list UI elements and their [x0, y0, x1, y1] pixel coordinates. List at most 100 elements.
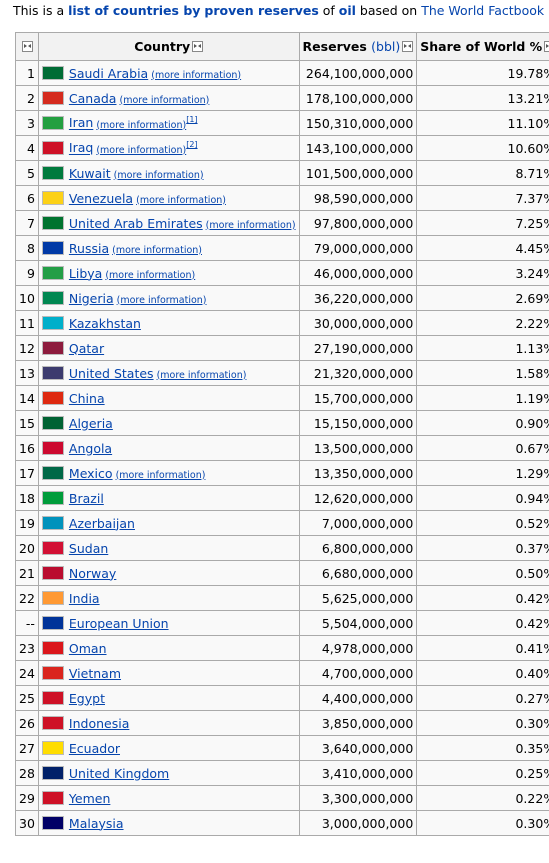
more-information-link[interactable]: (more information): [136, 194, 226, 206]
flag-icon-ir[interactable]: [41, 115, 64, 130]
share-header[interactable]: Share of World %: [416, 32, 549, 61]
more-information-link[interactable]: (more information): [151, 69, 242, 81]
country-link[interactable]: Azerbaijan: [68, 515, 135, 531]
more-information-link[interactable]: (more information): [205, 219, 296, 231]
flag-icon-gb[interactable]: [41, 765, 64, 780]
rank-header[interactable]: [15, 32, 39, 61]
country-link[interactable]: India: [68, 590, 100, 606]
country-link[interactable]: United Kingdom: [68, 765, 170, 781]
flag-icon-ao[interactable]: [41, 440, 64, 455]
world-factbook-link[interactable]: The World Factbook: [421, 3, 545, 18]
sort-icon[interactable]: [544, 41, 549, 52]
sort-icon[interactable]: [192, 41, 204, 52]
country-link[interactable]: Saudi Arabia: [68, 65, 149, 81]
country-link[interactable]: Mexico: [68, 465, 113, 481]
country-header-label: Country: [134, 39, 191, 54]
footnote-link[interactable]: [2]: [186, 140, 198, 150]
country-link[interactable]: Canada: [68, 90, 117, 106]
flag-icon-ec[interactable]: [41, 740, 64, 755]
list-link[interactable]: list of countries by: [68, 3, 201, 18]
table-row: 6 Venezuela (more information) 98,590,000,0…: [15, 185, 549, 211]
flag-icon-sa[interactable]: [41, 65, 64, 80]
flag-icon-ru[interactable]: [41, 240, 64, 255]
more-information-link[interactable]: (more information): [112, 244, 202, 256]
flag-icon-ng[interactable]: [41, 290, 64, 305]
country-link[interactable]: Oman: [68, 640, 107, 656]
country-link[interactable]: European Union: [68, 615, 169, 631]
sort-icon[interactable]: [402, 41, 414, 52]
share-cell: 13.21%: [416, 85, 549, 111]
more-information-link[interactable]: (more information): [116, 294, 207, 306]
reserves-cell: 21,320,000,000: [298, 360, 418, 386]
country-link[interactable]: Iran: [68, 115, 94, 131]
flag-icon-ve[interactable]: [41, 190, 64, 205]
flag-icon-us[interactable]: [41, 365, 64, 380]
flag-icon-vn[interactable]: [41, 665, 64, 680]
flag-icon-qa[interactable]: [41, 340, 64, 355]
sort-icon[interactable]: [22, 41, 34, 52]
flag-icon-iq[interactable]: [41, 140, 64, 155]
flag-icon-br[interactable]: [41, 490, 64, 505]
flag-icon-mx[interactable]: [41, 465, 64, 480]
country-link[interactable]: Algeria: [68, 415, 113, 431]
more-information-link[interactable]: (more information): [96, 119, 187, 131]
country-link[interactable]: Iraq: [68, 140, 94, 156]
country-link[interactable]: Vietnam: [68, 665, 122, 681]
flag-icon-az[interactable]: [41, 515, 64, 530]
country-link[interactable]: Russia: [68, 240, 110, 256]
flag-icon-in[interactable]: [41, 590, 64, 605]
country-link[interactable]: Ecuador: [68, 740, 120, 756]
flag-icon-no[interactable]: [41, 565, 64, 580]
country-link[interactable]: China: [68, 390, 105, 406]
country-link[interactable]: Nigeria: [68, 290, 114, 306]
flag-icon-eg[interactable]: [41, 690, 64, 705]
flag-icon-kw[interactable]: [41, 165, 64, 180]
flag-icon-ye[interactable]: [41, 790, 64, 805]
country-link[interactable]: United Arab Emirates: [68, 215, 203, 231]
flag-icon-ae[interactable]: [41, 215, 64, 230]
country-link[interactable]: Norway: [68, 565, 117, 581]
country-cell: China: [37, 385, 300, 411]
country-link[interactable]: Sudan: [68, 540, 109, 556]
more-information-link[interactable]: (more information): [156, 369, 247, 381]
proven-reserves-link[interactable]: proven reserves: [204, 3, 319, 18]
flag-icon-my[interactable]: [41, 815, 64, 830]
flag-icon-kz[interactable]: [41, 315, 64, 330]
country-link[interactable]: Kazakhstan: [68, 315, 141, 331]
flag-icon-cn[interactable]: [41, 390, 64, 405]
oil-link[interactable]: oil: [338, 3, 356, 18]
country-link[interactable]: Libya: [68, 265, 103, 281]
country-link[interactable]: Brazil: [68, 490, 104, 506]
footnote-link[interactable]: [1]: [186, 115, 198, 125]
flag-icon-dz[interactable]: [41, 415, 64, 430]
flag-icon-id[interactable]: [41, 715, 64, 730]
flag-icon-om[interactable]: [41, 640, 64, 655]
country-cell: Malaysia: [37, 810, 300, 836]
country-link[interactable]: Malaysia: [68, 815, 124, 831]
country-link[interactable]: Qatar: [68, 340, 105, 356]
country-link[interactable]: Egypt: [68, 690, 105, 706]
country-link[interactable]: Kuwait: [68, 165, 111, 181]
flag-icon-ca[interactable]: [41, 90, 64, 105]
more-information-link[interactable]: (more information): [113, 169, 204, 181]
flag-icon-ly[interactable]: [41, 265, 64, 280]
share-cell: 0.67%: [416, 435, 549, 461]
country-link[interactable]: Yemen: [68, 790, 111, 806]
more-information-link[interactable]: (more information): [105, 269, 196, 281]
country-link[interactable]: Indonesia: [68, 715, 130, 731]
oil-reserves-table: Country Reserves (bbl) Share of World % …: [15, 32, 549, 836]
reserves-header[interactable]: Reserves (bbl): [298, 32, 418, 61]
country-cell: Canada (more information): [37, 85, 300, 111]
intro-mid2: based on: [355, 3, 422, 18]
more-information-link[interactable]: (more information): [119, 94, 210, 106]
bbl-link[interactable]: (bbl): [371, 39, 401, 54]
flag-icon-sd[interactable]: [41, 540, 64, 555]
more-information-link[interactable]: (more information): [115, 469, 206, 481]
country-header[interactable]: Country: [37, 32, 300, 61]
country-link[interactable]: Venezuela: [68, 190, 134, 206]
country-link[interactable]: United States: [68, 365, 154, 381]
country-link[interactable]: Angola: [68, 440, 113, 456]
flag-icon-eu[interactable]: [41, 615, 64, 630]
share-cell: 7.37%: [416, 185, 549, 211]
more-information-link[interactable]: (more information): [96, 144, 187, 156]
